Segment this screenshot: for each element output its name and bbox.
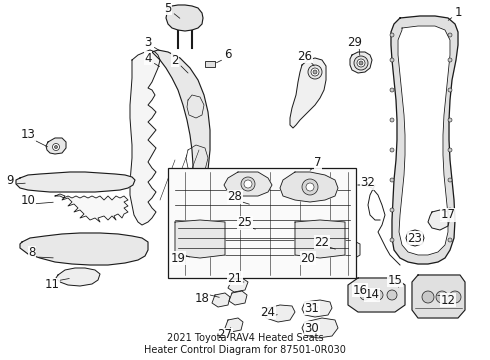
Circle shape bbox=[390, 58, 394, 62]
Polygon shape bbox=[295, 220, 345, 258]
Text: 21: 21 bbox=[227, 271, 243, 284]
Circle shape bbox=[359, 61, 363, 65]
Polygon shape bbox=[225, 318, 243, 332]
Polygon shape bbox=[152, 50, 210, 235]
Polygon shape bbox=[229, 291, 247, 305]
Text: 2: 2 bbox=[171, 54, 179, 67]
Text: 30: 30 bbox=[305, 321, 319, 334]
Text: 2021 Toyota RAV4 Heated Seats
Heater Control Diagram for 87501-0R030: 2021 Toyota RAV4 Heated Seats Heater Con… bbox=[144, 333, 346, 355]
Polygon shape bbox=[412, 275, 465, 318]
Text: 11: 11 bbox=[45, 279, 59, 292]
Circle shape bbox=[357, 59, 365, 67]
Polygon shape bbox=[398, 26, 450, 255]
Polygon shape bbox=[212, 293, 230, 307]
Circle shape bbox=[422, 291, 434, 303]
Polygon shape bbox=[391, 16, 458, 264]
Text: 1: 1 bbox=[454, 5, 462, 18]
Text: 27: 27 bbox=[218, 328, 232, 342]
Circle shape bbox=[354, 56, 368, 70]
Polygon shape bbox=[55, 194, 128, 222]
Circle shape bbox=[390, 148, 394, 152]
Polygon shape bbox=[56, 268, 100, 286]
Polygon shape bbox=[20, 233, 148, 265]
Circle shape bbox=[448, 118, 452, 122]
Polygon shape bbox=[348, 278, 405, 312]
Circle shape bbox=[306, 183, 314, 191]
Polygon shape bbox=[302, 318, 338, 338]
Polygon shape bbox=[290, 58, 326, 128]
Text: 14: 14 bbox=[365, 288, 379, 302]
Text: 26: 26 bbox=[297, 49, 313, 63]
Circle shape bbox=[448, 58, 452, 62]
Polygon shape bbox=[428, 210, 450, 230]
Polygon shape bbox=[406, 230, 424, 246]
Circle shape bbox=[448, 148, 452, 152]
Polygon shape bbox=[130, 50, 160, 225]
Circle shape bbox=[448, 88, 452, 92]
Circle shape bbox=[390, 33, 394, 37]
Text: 5: 5 bbox=[164, 1, 171, 14]
Text: 15: 15 bbox=[388, 274, 402, 287]
Text: 18: 18 bbox=[195, 292, 209, 305]
Circle shape bbox=[390, 118, 394, 122]
Text: 29: 29 bbox=[347, 36, 363, 49]
Circle shape bbox=[390, 178, 394, 182]
Text: 10: 10 bbox=[21, 194, 35, 207]
Polygon shape bbox=[280, 172, 338, 202]
Polygon shape bbox=[224, 172, 272, 196]
Circle shape bbox=[308, 65, 322, 79]
Circle shape bbox=[311, 68, 319, 76]
Polygon shape bbox=[350, 52, 372, 73]
Text: 16: 16 bbox=[352, 284, 368, 297]
Circle shape bbox=[390, 88, 394, 92]
Bar bbox=[205, 61, 215, 67]
Text: 23: 23 bbox=[408, 231, 422, 244]
Circle shape bbox=[448, 238, 452, 242]
Text: 32: 32 bbox=[361, 176, 375, 189]
Polygon shape bbox=[228, 278, 248, 292]
Text: 4: 4 bbox=[144, 51, 152, 64]
Circle shape bbox=[448, 33, 452, 37]
Text: 7: 7 bbox=[314, 157, 322, 170]
Text: 9: 9 bbox=[6, 174, 14, 186]
Polygon shape bbox=[302, 300, 332, 317]
Text: 8: 8 bbox=[28, 247, 36, 260]
Polygon shape bbox=[244, 200, 265, 212]
Polygon shape bbox=[166, 5, 203, 31]
Circle shape bbox=[52, 144, 59, 150]
Text: 13: 13 bbox=[21, 129, 35, 141]
Text: 31: 31 bbox=[305, 302, 319, 315]
Text: 6: 6 bbox=[224, 49, 232, 62]
Polygon shape bbox=[175, 220, 225, 258]
Circle shape bbox=[436, 291, 448, 303]
Text: 12: 12 bbox=[441, 293, 456, 306]
Text: 22: 22 bbox=[315, 235, 329, 248]
Text: 20: 20 bbox=[300, 252, 316, 265]
Polygon shape bbox=[16, 172, 135, 192]
Circle shape bbox=[448, 208, 452, 212]
Polygon shape bbox=[335, 240, 360, 260]
Text: 24: 24 bbox=[261, 306, 275, 319]
Circle shape bbox=[390, 208, 394, 212]
Text: 25: 25 bbox=[238, 216, 252, 230]
Circle shape bbox=[54, 145, 57, 148]
Polygon shape bbox=[46, 138, 66, 154]
Text: 3: 3 bbox=[145, 36, 152, 49]
Circle shape bbox=[244, 180, 252, 188]
Circle shape bbox=[448, 178, 452, 182]
Circle shape bbox=[449, 291, 461, 303]
Bar bbox=[168, 168, 356, 278]
Circle shape bbox=[241, 177, 255, 191]
Circle shape bbox=[390, 238, 394, 242]
Text: 19: 19 bbox=[171, 252, 186, 265]
Circle shape bbox=[313, 70, 317, 74]
Text: 28: 28 bbox=[227, 190, 243, 203]
Text: 17: 17 bbox=[441, 208, 456, 221]
Circle shape bbox=[373, 290, 383, 300]
Circle shape bbox=[360, 290, 370, 300]
Circle shape bbox=[302, 179, 318, 195]
Circle shape bbox=[387, 290, 397, 300]
Polygon shape bbox=[264, 305, 295, 322]
